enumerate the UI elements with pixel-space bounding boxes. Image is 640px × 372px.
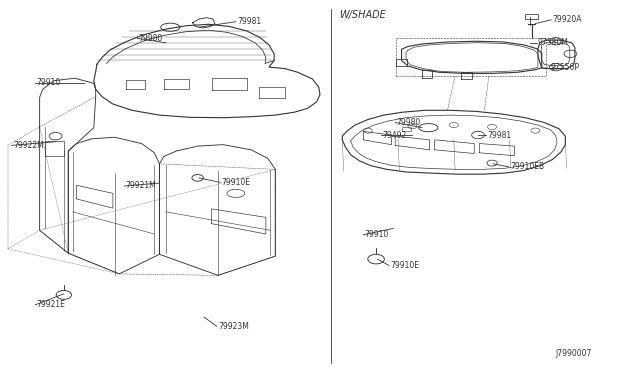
Bar (525, 13, 538, 19)
Text: 79492: 79492 (383, 131, 406, 140)
Text: 79980: 79980 (396, 118, 420, 127)
Text: 79980: 79980 (138, 34, 163, 43)
Text: 79910E: 79910E (390, 261, 419, 270)
Text: J7990007: J7990007 (556, 350, 592, 359)
Text: 79910EB: 79910EB (510, 162, 544, 171)
Text: 79910: 79910 (365, 230, 389, 239)
Text: 97556P: 97556P (550, 63, 580, 72)
Text: W/SHADE: W/SHADE (339, 10, 386, 20)
Text: 79981: 79981 (487, 131, 511, 140)
Text: 79981: 79981 (237, 17, 261, 26)
Text: 79921M: 79921M (125, 182, 156, 190)
Bar (401, 127, 411, 131)
Text: 97580M: 97580M (538, 38, 569, 47)
Text: 79923M: 79923M (218, 322, 249, 331)
Text: 79910: 79910 (36, 78, 61, 87)
Text: 79921E: 79921E (36, 300, 65, 310)
Text: 79922M: 79922M (13, 141, 44, 150)
Text: 79920A: 79920A (552, 15, 582, 24)
Text: 79910E: 79910E (221, 178, 250, 187)
